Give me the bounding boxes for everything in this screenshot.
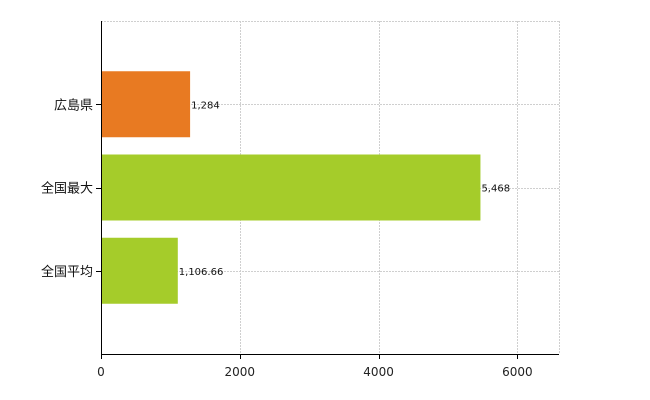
x-tick-label: 0	[97, 365, 105, 379]
data-label: 5,468	[481, 184, 510, 195]
data-label: 1,284	[191, 100, 220, 111]
x-tick-label: 6000	[502, 365, 533, 379]
x-tick-label: 4000	[363, 365, 394, 379]
bar	[101, 71, 191, 138]
category-label: 広島県	[54, 98, 93, 113]
axes	[96, 21, 559, 359]
labels: 1,284 広島県 5,468 全国最大 1,106.66 全国平均 0 2000 4000 60…	[41, 98, 533, 379]
category-label: 全国平均	[41, 264, 93, 280]
bar	[101, 237, 178, 304]
data-label: 1,106.66	[179, 267, 224, 278]
bars	[101, 71, 481, 304]
category-label: 全国最大	[41, 181, 93, 197]
bar	[101, 154, 481, 221]
x-tick-label: 2000	[225, 365, 256, 379]
